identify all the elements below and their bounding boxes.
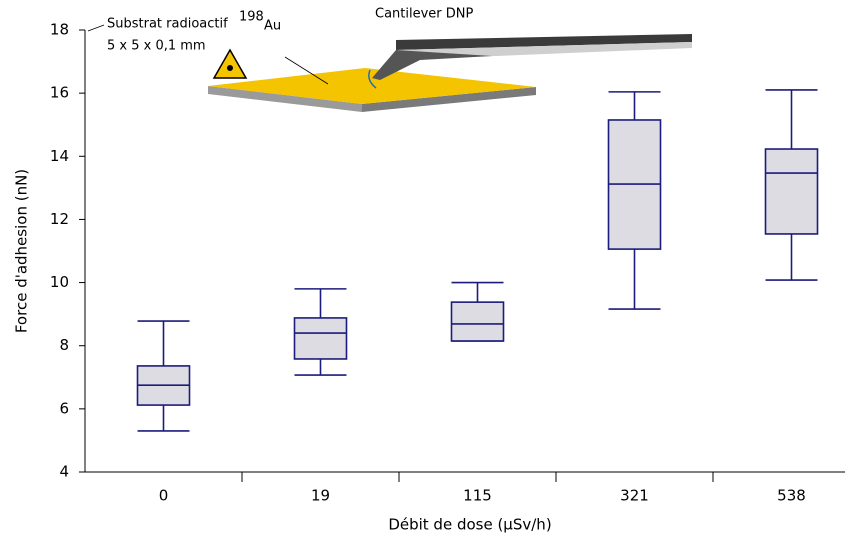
- y-tick-label: 18: [50, 21, 69, 39]
- x-tick-label: 115: [463, 487, 492, 505]
- x-tick-label: 538: [777, 487, 806, 505]
- box: [293, 317, 348, 360]
- substrate-side: [208, 86, 362, 112]
- y-tick-label: 16: [50, 84, 69, 102]
- substrate-side: [362, 87, 536, 112]
- y-tick-label: 10: [50, 273, 69, 291]
- tip-arrow: [368, 69, 377, 89]
- box: [764, 148, 819, 235]
- y-tick-label: 8: [59, 336, 69, 354]
- x-tick-label: 19: [311, 487, 330, 505]
- y-tick-label: 4: [59, 463, 69, 481]
- y-tick-label: 14: [50, 147, 69, 165]
- substrate-top: [208, 68, 536, 104]
- x-tick-label: 321: [620, 487, 649, 505]
- y-tick-label: 12: [50, 210, 69, 228]
- x-axis-title: Débit de dose (µSv/h): [388, 516, 551, 534]
- cantilever-arm: [372, 50, 492, 80]
- inset-illustration: Substrat radioactif 198 Au 5 x 5 x 0,1 m…: [87, 7, 692, 112]
- annotation: 5 x 5 x 0,1 mm: [107, 39, 206, 54]
- x-tick-label: 0: [159, 487, 169, 505]
- leader-line: [87, 24, 105, 32]
- cantilever: [396, 34, 692, 50]
- leader-line: [284, 56, 329, 85]
- annotation: Cantilever DNP: [375, 7, 474, 22]
- radiation-icon: [212, 48, 248, 79]
- y-tick-label: 6: [59, 399, 69, 417]
- y-axis-title: Force d'adhesion (nN): [13, 169, 31, 333]
- annotation: Substrat radioactif: [107, 17, 228, 32]
- box: [450, 301, 505, 342]
- annotation: Au: [264, 19, 281, 34]
- annotation: 198: [239, 10, 264, 25]
- radiation-icon-dot: [227, 65, 233, 71]
